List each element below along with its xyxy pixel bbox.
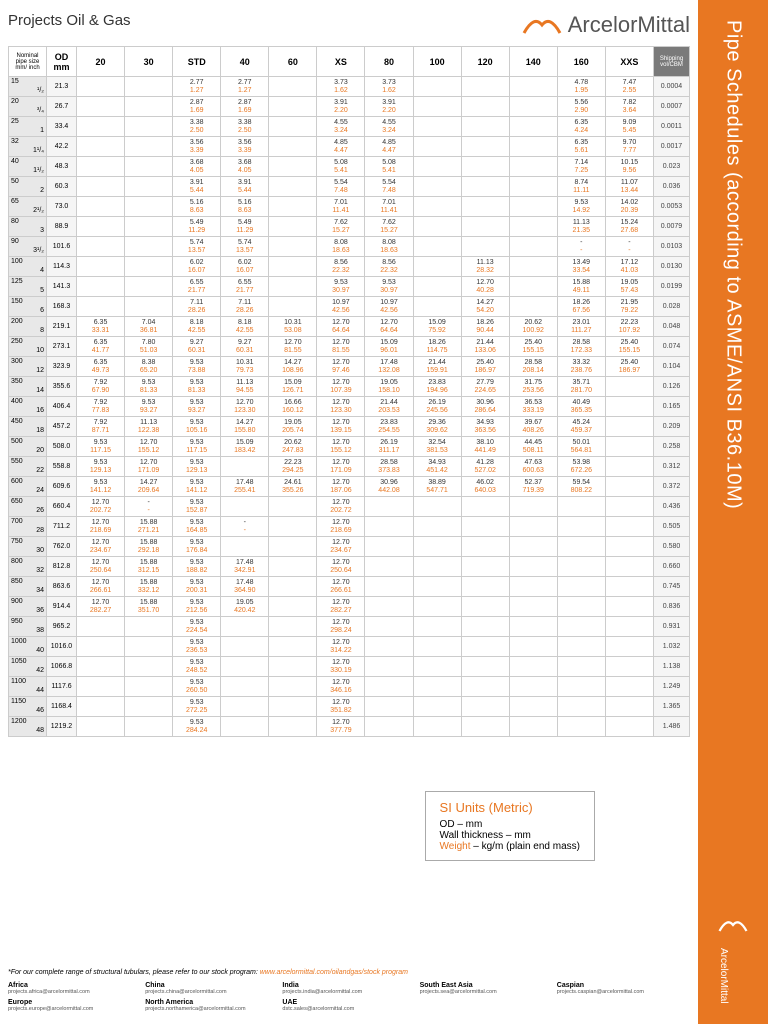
col-header: 40: [221, 47, 269, 77]
table-row: 1150461168.49.53272.2512.70351.821.365: [9, 697, 690, 717]
col-header: Shipping vol/CBM: [654, 47, 690, 77]
region: Indiaprojects.india@arcelormittal.com: [282, 982, 415, 995]
logo-icon: [522, 13, 562, 37]
table-row: 35014355.67.9267.909.5381.339.5381.3311.…: [9, 377, 690, 397]
col-header: XXS: [605, 47, 653, 77]
sidebar-logo-icon: [718, 915, 748, 935]
table-row: 1100441117.69.53260.5012.70346.161.249: [9, 677, 690, 697]
table-row: 321¹/₄42.23.563.393.563.394.854.474.854.…: [9, 137, 690, 157]
table-row: 2008219.16.3533.317.0436.818.1842.558.18…: [9, 317, 690, 337]
regions: Africaprojects.africa@arcelormittal.com C…: [8, 982, 690, 1012]
col-header: 120: [461, 47, 509, 77]
region: Europeprojects.europe@arcelormittal.com: [8, 999, 141, 1012]
region: North Americaprojects.northamerica@arcel…: [145, 999, 278, 1012]
si-units-box: SI Units (Metric) OD – mm Wall thickness…: [425, 791, 595, 861]
table-row: 25010273.16.3541.777.8051.039.2760.319.2…: [9, 337, 690, 357]
table-row: 1004114.36.0216.076.0216.078.5622.328.56…: [9, 257, 690, 277]
brand: ArcelorMittal: [522, 12, 690, 38]
project-title: Projects Oil & Gas: [8, 12, 131, 29]
table-row: 45018457.27.9287.7111.13122.389.53105.16…: [9, 417, 690, 437]
col-header: XS: [317, 47, 365, 77]
footer: *For our complete range of structural tu…: [8, 969, 690, 1012]
table-row: 75030762.012.70234.6715.88292.189.53176.…: [9, 537, 690, 557]
table-row: 50020508.09.53117.1512.70155.129.53117.1…: [9, 437, 690, 457]
table-row: 401¹/₂48.33.684.053.684.055.085.415.085.…: [9, 157, 690, 177]
footnote: *For our complete range of structural tu…: [8, 969, 690, 976]
table-row: 30012323.96.3549.738.3865.209.5373.8810.…: [9, 357, 690, 377]
table-row: 1255141.36.5521.776.5521.779.5330.979.53…: [9, 277, 690, 297]
region: Chinaprojects.china@arcelormittal.com: [145, 982, 278, 995]
table-row: 40016406.47.9277.839.5393.279.5393.2712.…: [9, 397, 690, 417]
col-header: 160: [557, 47, 605, 77]
col-header: OD mm: [47, 47, 77, 77]
sidebar: Pipe Schedules (according to ASME/ANSI B…: [698, 0, 768, 1024]
header: Projects Oil & Gas ArcelorMittal: [8, 12, 690, 38]
table-row: 903¹/₂101.65.7413.575.7413.578.0818.638.…: [9, 237, 690, 257]
table-row: 1506168.37.1128.267.1128.2610.9742.5610.…: [9, 297, 690, 317]
col-header: STD: [173, 47, 221, 77]
region: South East Asiaprojects.sea@arcelormitta…: [420, 982, 553, 995]
table-row: 652¹/₂73.05.168.635.168.637.0111.417.011…: [9, 197, 690, 217]
col-header: 140: [509, 47, 557, 77]
col-header: 60: [269, 47, 317, 77]
table-row: 80032812.812.70250.6415.88312.159.53188.…: [9, 557, 690, 577]
col-header: 80: [365, 47, 413, 77]
table-row: 55022558.89.53129.1312.70171.099.53129.1…: [9, 457, 690, 477]
sidebar-title: Pipe Schedules (according to ASME/ANSI B…: [722, 20, 745, 509]
table-row: 25133.43.382.503.382.504.553.244.553.246…: [9, 117, 690, 137]
region: UAEdstc.sales@arcelormittal.com: [282, 999, 415, 1012]
table-row: 20³/₄26.72.871.692.871.693.912.203.912.2…: [9, 97, 690, 117]
col-header: 30: [125, 47, 173, 77]
main-content: Projects Oil & Gas ArcelorMittal Nominal…: [0, 0, 698, 1024]
table-row: 50260.33.915.443.915.445.547.485.547.488…: [9, 177, 690, 197]
col-header: 100: [413, 47, 461, 77]
table-row: 1200481219.29.53284.2412.70377.791.486: [9, 717, 690, 737]
table-row: 15¹/₂21.32.771.272.771.273.731.623.731.6…: [9, 77, 690, 97]
region: Caspianprojects.caspian@arcelormittal.co…: [557, 982, 690, 995]
col-header: Nominal pipe size mm/ inch: [9, 47, 47, 77]
table-row: 70028711.212.70218.6915.88271.219.53164.…: [9, 517, 690, 537]
table-row: 1050421066.89.53248.5212.70330.191.138: [9, 657, 690, 677]
table-row: 65026660.412.70202.72--9.53152.8712.7020…: [9, 497, 690, 517]
col-header: 20: [77, 47, 125, 77]
table-row: 1000401016.09.53236.5312.70314.221.032: [9, 637, 690, 657]
pipe-schedule-table: Nominal pipe size mm/ inchOD mm2030STD40…: [8, 46, 690, 737]
region: Africaprojects.africa@arcelormittal.com: [8, 982, 141, 995]
table-row: 80388.95.4911.295.4911.297.6215.277.6215…: [9, 217, 690, 237]
table-row: 90036914.412.70282.2715.88351.709.53212.…: [9, 597, 690, 617]
table-row: 95038965.29.53224.5412.70298.240.931: [9, 617, 690, 637]
table-row: 60024609.69.53141.1214.27209.649.53141.1…: [9, 477, 690, 497]
table-row: 85034863.612.70266.6115.88332.129.53200.…: [9, 577, 690, 597]
